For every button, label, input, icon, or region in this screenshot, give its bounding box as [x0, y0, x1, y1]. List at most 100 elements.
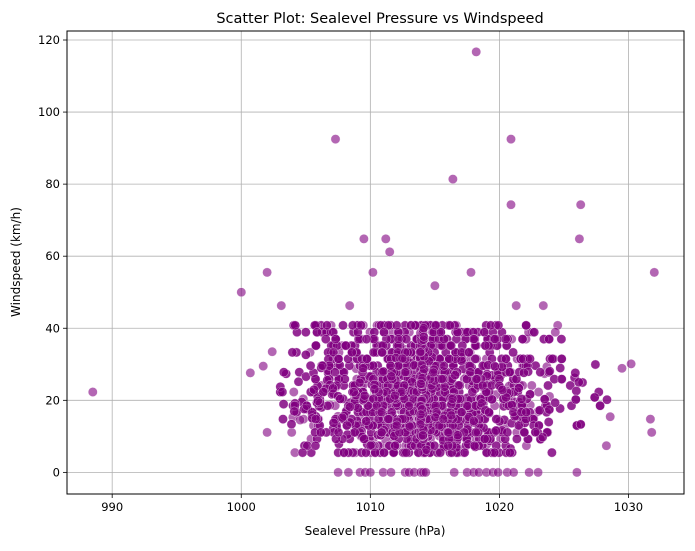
data-point — [365, 467, 376, 478]
data-point — [556, 374, 567, 384]
data-point — [406, 320, 416, 331]
data-point — [348, 387, 359, 397]
data-point — [479, 434, 490, 444]
data-point — [400, 367, 410, 378]
data-point — [526, 380, 537, 391]
x-axis-ticks: 990 1000 1010 1020 1030 — [101, 494, 643, 514]
data-point — [430, 412, 441, 423]
data-point — [328, 347, 339, 358]
data-point — [379, 327, 389, 338]
data-point — [646, 427, 657, 438]
data-point — [361, 354, 372, 364]
data-point — [379, 447, 389, 458]
data-point — [438, 414, 449, 424]
data-point — [430, 320, 441, 331]
data-point — [447, 394, 458, 404]
data-point — [376, 407, 387, 418]
data-point — [415, 378, 426, 389]
data-point — [391, 320, 402, 331]
data-point — [287, 347, 298, 358]
data-point — [484, 407, 494, 418]
data-point — [330, 334, 341, 344]
data-point — [236, 287, 247, 298]
data-point — [479, 327, 490, 338]
data-point — [506, 199, 516, 210]
y-axis-label: Windspeed (km/h) — [9, 207, 23, 317]
data-point — [354, 377, 365, 388]
data-point — [330, 367, 340, 378]
data-point — [418, 331, 429, 342]
data-point — [649, 267, 660, 278]
data-point — [533, 467, 543, 478]
data-point — [418, 430, 428, 441]
data-point — [267, 346, 278, 357]
data-point — [262, 427, 272, 438]
data-point — [529, 327, 540, 338]
data-point — [490, 334, 500, 344]
data-point — [490, 361, 500, 372]
y-tick-label: 0 — [53, 465, 60, 479]
data-point — [471, 47, 482, 57]
data-point — [493, 320, 504, 331]
data-point — [493, 467, 503, 478]
data-point — [294, 367, 305, 378]
data-point — [385, 360, 396, 371]
data-point — [435, 447, 446, 458]
data-point — [544, 404, 555, 415]
data-point — [466, 267, 476, 278]
data-point — [393, 334, 404, 344]
data-point — [468, 334, 479, 344]
data-point — [368, 267, 378, 278]
data-point — [525, 389, 535, 400]
x-axis-label: Sealevel Pressure (hPa) — [305, 524, 446, 538]
data-point — [533, 387, 544, 397]
data-point — [504, 367, 515, 378]
data-point — [404, 400, 414, 411]
data-point — [413, 447, 424, 458]
data-point — [301, 349, 311, 360]
data-point — [435, 327, 446, 338]
data-point — [508, 467, 519, 478]
data-point — [419, 364, 429, 375]
data-point — [313, 396, 323, 406]
data-point — [465, 367, 476, 378]
data-point — [383, 414, 394, 424]
data-point — [480, 340, 491, 351]
data-point — [556, 354, 567, 364]
data-point — [519, 367, 529, 378]
data-point — [401, 447, 412, 458]
data-point — [377, 347, 388, 358]
x-tick-label: 1030 — [614, 500, 643, 514]
data-point — [550, 397, 560, 408]
data-point — [445, 320, 455, 331]
data-point — [391, 420, 402, 431]
chart-title: Scatter Plot: Sealevel Pressure vs Winds… — [216, 11, 543, 27]
data-point — [420, 467, 431, 478]
data-point — [446, 410, 457, 421]
data-point — [525, 354, 535, 364]
data-point — [341, 340, 351, 351]
data-point — [415, 419, 426, 430]
data-point — [537, 432, 548, 443]
data-point — [543, 417, 554, 427]
data-point — [626, 359, 636, 369]
data-point — [450, 370, 460, 380]
data-point — [300, 327, 311, 338]
data-point — [543, 380, 553, 391]
data-point — [322, 320, 332, 331]
data-point — [521, 320, 531, 331]
data-point — [530, 427, 541, 438]
data-point — [358, 363, 368, 374]
data-point — [517, 334, 528, 344]
data-point — [572, 467, 582, 478]
data-point — [276, 300, 287, 311]
data-point — [371, 400, 382, 411]
data-point — [289, 406, 300, 417]
data-point — [286, 419, 297, 430]
data-point — [378, 366, 389, 377]
data-point — [330, 134, 341, 144]
data-point — [506, 134, 516, 144]
data-point — [365, 440, 376, 451]
data-point — [436, 374, 447, 384]
